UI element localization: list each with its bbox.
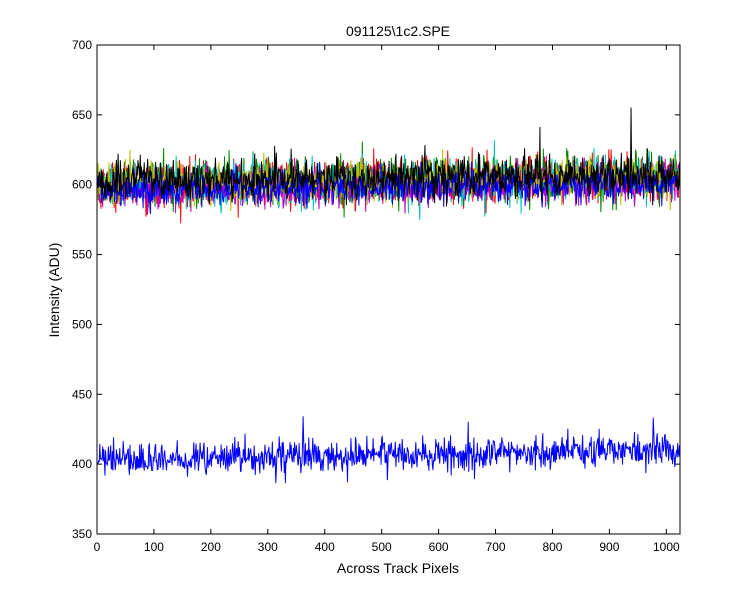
series-layer — [97, 107, 681, 484]
y-axis-label: Intensity (ADU) — [46, 243, 62, 338]
chart-title: 091125\1c2.SPE — [346, 23, 450, 39]
y-tick-label: 500 — [72, 317, 92, 331]
x-tick-label: 600 — [429, 540, 449, 554]
ticks-layer: 0 100 200 300 400 500 600 700 800 900 1000 350 400 45… — [72, 38, 680, 554]
x-tick-label: 0 — [94, 540, 101, 554]
x-tick-label: 800 — [542, 540, 562, 554]
y-tick-label: 400 — [72, 457, 92, 471]
x-tick-label: 700 — [486, 540, 506, 554]
x-axis-label: Across Track Pixels — [337, 560, 459, 576]
x-tick-label: 100 — [144, 540, 164, 554]
y-tick-label: 550 — [72, 248, 92, 262]
x-tick-label: 500 — [372, 540, 392, 554]
x-tick-label: 200 — [201, 540, 221, 554]
y-tick-label: 450 — [72, 387, 92, 401]
x-tick-label: 300 — [258, 540, 278, 554]
y-tick-label: 700 — [72, 38, 92, 52]
series-line — [97, 107, 681, 207]
y-tick-label: 600 — [72, 178, 92, 192]
axes-frame — [96, 44, 681, 535]
plot-area: 0 100 200 300 400 500 600 700 800 900 1000 350 400 45… — [72, 38, 681, 554]
series-line — [97, 416, 681, 484]
x-tick-label: 1000 — [653, 540, 680, 554]
y-tick-label: 350 — [72, 527, 92, 541]
x-tick-label: 400 — [315, 540, 335, 554]
y-tick-label: 650 — [72, 108, 92, 122]
x-tick-label: 900 — [599, 540, 619, 554]
